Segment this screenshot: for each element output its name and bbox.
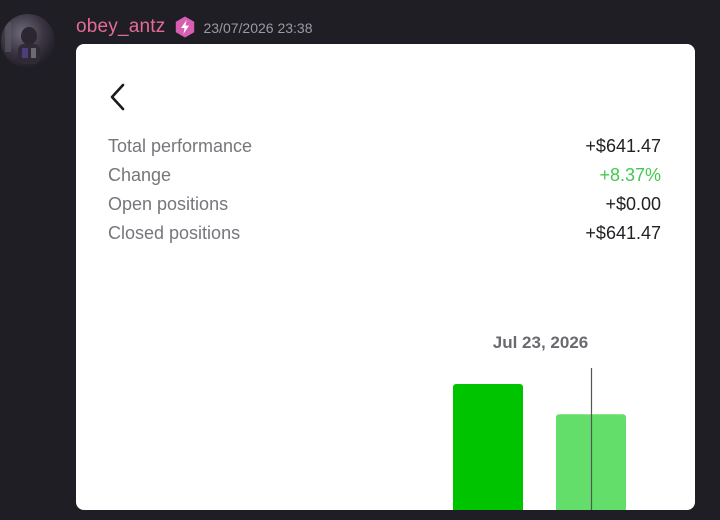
message-header: obey_antz 23/07/2026 23:38: [76, 14, 312, 40]
username[interactable]: obey_antz: [76, 16, 166, 37]
stat-row-open-positions: Open positions +$0.00: [108, 190, 661, 219]
stat-label: Change: [108, 165, 172, 185]
performance-card: Total performance +$641.47 Change +8.37%…: [76, 44, 695, 510]
stat-label: Open positions: [108, 194, 229, 214]
user-avatar[interactable]: [1, 14, 55, 68]
stat-value: +$0.00: [605, 194, 661, 214]
performance-bar-chart[interactable]: Jul 23, 2026: [76, 324, 695, 510]
performance-stats: Total performance +$641.47 Change +8.37%…: [108, 132, 661, 248]
chevron-left-icon: [110, 83, 125, 111]
stat-row-closed-positions: Closed positions +$641.47: [108, 219, 661, 248]
back-button[interactable]: [104, 80, 132, 114]
stat-row-change: Change +8.37%: [108, 161, 661, 190]
stat-row-total-performance: Total performance +$641.47: [108, 132, 661, 161]
stat-value: +$641.47: [585, 223, 661, 243]
message-timestamp: 23/07/2026 23:38: [203, 20, 313, 36]
stat-value: +$641.47: [585, 136, 661, 156]
stat-value: +8.37%: [599, 165, 661, 185]
chart-crosshair-label: Jul 23, 2026: [493, 333, 588, 352]
stat-label: Closed positions: [108, 223, 241, 243]
lightning-bolt-icon: [173, 15, 197, 39]
stat-label: Total performance: [108, 136, 253, 156]
chart-bar[interactable]: [453, 384, 523, 510]
